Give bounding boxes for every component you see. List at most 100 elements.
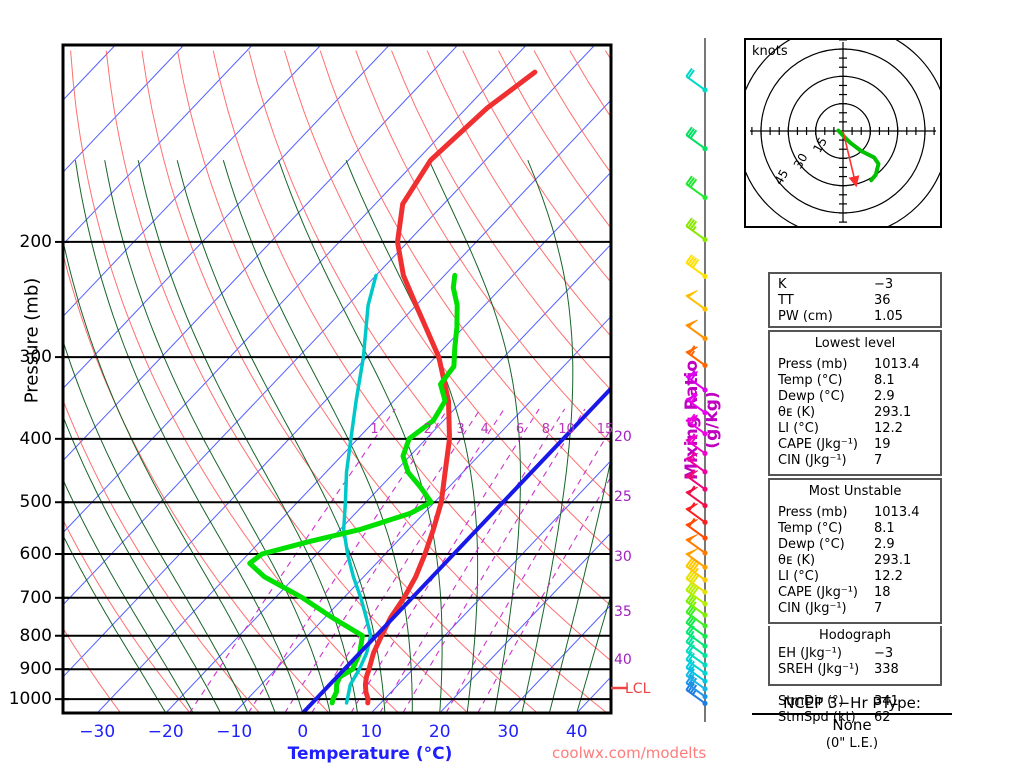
lowest-level-value: 8.1 xyxy=(874,373,895,388)
hodograph-ring-label: 45 xyxy=(772,167,792,187)
mixing-ratio-label: 4 xyxy=(480,421,489,437)
mixing-ratio-label: 6 xyxy=(515,421,525,437)
lowest-level-label: LI (°C) xyxy=(778,421,819,436)
pressure-tick-label: 1000 xyxy=(8,689,52,710)
hodograph-stat-label: StmDir (°) xyxy=(778,694,844,709)
lowest-level-value: 1013.4 xyxy=(874,357,920,372)
y-axis-title: Pressure (mb) xyxy=(21,277,43,404)
index-row: PW (cm) 1.05 xyxy=(770,309,940,325)
most-unstable-label: LI (°C) xyxy=(778,569,819,584)
lowest-level-value: 12.2 xyxy=(874,421,903,436)
most-unstable-row: Dewp (°C) 2.9 xyxy=(770,537,940,553)
index-value: 36 xyxy=(874,293,891,308)
pressure-ticks xyxy=(55,240,69,701)
lowest-level-value: 293.1 xyxy=(874,405,912,420)
temperature-tick-label: −10 xyxy=(216,722,253,742)
index-value: 1.05 xyxy=(874,309,903,324)
mixing-ratio-label: 3 xyxy=(456,421,465,437)
mixing-ratio-label: 8 xyxy=(541,421,551,437)
index-label: K xyxy=(778,277,787,292)
most-unstable-value: 2.9 xyxy=(874,537,895,552)
hodograph-stat-value: 338 xyxy=(874,662,899,677)
index-row: K −3 xyxy=(770,277,940,293)
hodograph-ring-label: 15 xyxy=(810,135,830,155)
lowest-level-rows: Press (mb) 1013.4 Temp (°C) 8.1 Dewp (°C) 2.9… xyxy=(770,354,940,469)
hodograph-stat-row: SREH (Jkg⁻¹) 338 xyxy=(770,662,940,678)
most-unstable-value: 293.1 xyxy=(874,553,912,568)
most-unstable-panel: Most Unstable Press (mb) 1013.4 Temp (°C) 8… xyxy=(768,478,942,624)
zero-isotherm-highlight xyxy=(301,385,611,713)
most-unstable-row: θᴇ (K) 293.1 xyxy=(770,553,940,569)
plot-background xyxy=(63,45,611,713)
height-tick-label: 35 xyxy=(614,604,632,620)
index-label: TT xyxy=(778,293,794,308)
most-unstable-label: Press (mb) xyxy=(778,505,848,520)
height-tick-label: 40 xyxy=(614,652,632,668)
most-unstable-value: 18 xyxy=(874,585,891,600)
x-axis-title: Temperature (°C) xyxy=(287,744,453,764)
index-label: PW (cm) xyxy=(778,309,833,324)
plot-border xyxy=(61,43,613,715)
temperature-tick-label: 20 xyxy=(428,722,451,742)
height-tick-label: 25 xyxy=(614,489,632,505)
most-unstable-value: 12.2 xyxy=(874,569,903,584)
wetbulb-trace xyxy=(341,273,378,705)
ptype-title: NCEP 3−Hr PType: xyxy=(752,694,952,715)
indices-rows: K −3 TT 36 PW (cm) 1.05 xyxy=(770,274,940,325)
mixing-ratio-label: 10 xyxy=(558,421,575,437)
most-unstable-row: LI (°C) 12.2 xyxy=(770,569,940,585)
mixing-ratio-label: 15 xyxy=(596,421,614,437)
most-unstable-label: Temp (°C) xyxy=(778,521,843,536)
pressure-tick-label: 900 xyxy=(19,659,52,680)
pressure-tick-label: 600 xyxy=(19,544,52,565)
most-unstable-row: Press (mb) 1013.4 xyxy=(770,505,940,521)
pressure-tick-label: 500 xyxy=(19,492,52,513)
mixing-ratio-label: 2 xyxy=(423,421,432,437)
hodograph-stat-label: SREH (Jkg⁻¹) xyxy=(778,662,860,677)
temperature-tick-label: 40 xyxy=(565,722,588,742)
lowest-level-header: Lowest level xyxy=(814,336,896,351)
lowest-level-value: 2.9 xyxy=(874,389,895,404)
temperature-trace xyxy=(362,69,538,706)
ptype-value: None xyxy=(832,716,872,734)
hodograph-stats-panel: Hodograph EH (Jkg⁻¹) −3 SREH (Jkg⁻¹) 338 Stm… xyxy=(768,626,942,725)
pressure-tick-label: 300 xyxy=(19,347,52,368)
most-unstable-row: CIN (Jkg⁻¹) 7 xyxy=(770,601,940,617)
lowest-level-row: CAPE (Jkg⁻¹) 19 xyxy=(770,437,940,453)
mixing-ratio-lines xyxy=(188,408,611,713)
hodograph-stats-header: Hodograph xyxy=(819,628,891,643)
pressure-tick-label: 400 xyxy=(19,428,52,449)
hodograph-stat-value: 341 xyxy=(874,694,899,709)
hodograph-stat-row: EH (Jkg⁻¹) −3 xyxy=(770,646,940,662)
most-unstable-label: CIN (Jkg⁻¹) xyxy=(778,601,847,616)
dewpoint-trace xyxy=(247,272,460,706)
lowest-level-label: Dewp (°C) xyxy=(778,389,845,404)
lowest-level-label: CIN (Jkg⁻¹) xyxy=(778,453,847,468)
lowest-level-row: Temp (°C) 8.1 xyxy=(770,373,940,389)
lowest-level-panel: Lowest level Press (mb) 1013.4 Temp (°C) 8.… xyxy=(768,330,942,476)
hodograph-stat-value: −3 xyxy=(874,646,894,661)
isobar-lines xyxy=(63,240,611,701)
most-unstable-header: Most Unstable xyxy=(808,484,902,499)
hodograph-stat-row xyxy=(770,678,940,694)
hodograph-stat-label: EH (Jkg⁻¹) xyxy=(778,646,842,661)
most-unstable-rows: Press (mb) 1013.4 Temp (°C) 8.1 Dewp (°C) 2.9… xyxy=(770,502,940,617)
skewt-diagram[interactable] xyxy=(0,0,700,768)
lowest-level-label: θᴇ (K) xyxy=(778,405,816,420)
wind-barb-column xyxy=(685,38,708,722)
ptype-liquid-equivalent: (0" L.E.) xyxy=(825,736,879,751)
most-unstable-value: 7 xyxy=(874,601,883,616)
temperature-tick-label: 10 xyxy=(360,722,383,742)
mixing-ratio-label: 1 xyxy=(370,421,379,437)
index-value: −3 xyxy=(874,277,894,292)
watermark: coolwx.com/modelts xyxy=(552,744,707,762)
lcl-label: LCL xyxy=(625,681,651,697)
temperature-tick-label: 30 xyxy=(497,722,520,742)
most-unstable-label: Dewp (°C) xyxy=(778,537,845,552)
indices-panel: K −3 TT 36 PW (cm) 1.05 xyxy=(768,272,942,328)
most-unstable-row: CAPE (Jkg⁻¹) 18 xyxy=(770,585,940,601)
height-tick-label: 20 xyxy=(614,429,632,445)
lowest-level-row: CIN (Jkg⁻¹) 7 xyxy=(770,453,940,469)
